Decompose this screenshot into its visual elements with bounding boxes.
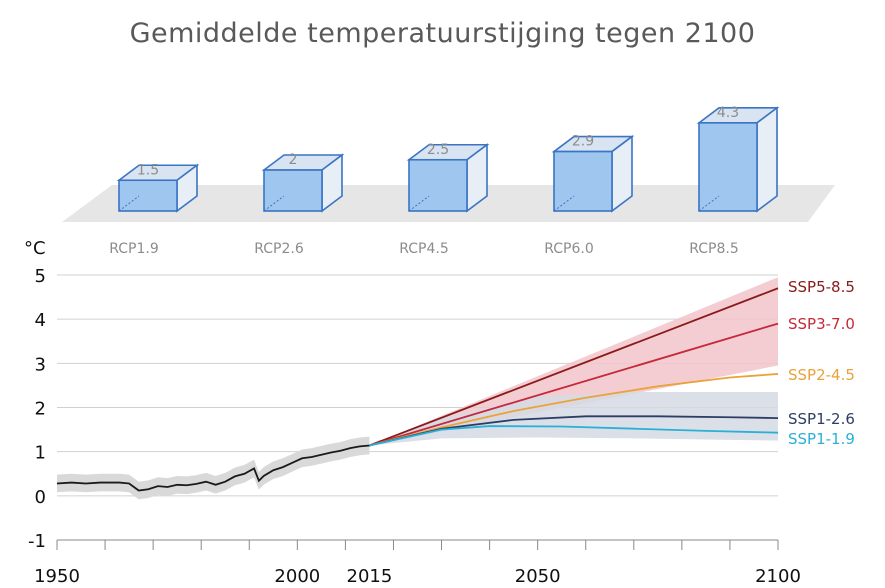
scenario-label: SSP1-1.9 bbox=[788, 430, 855, 448]
box-value-label: 2 bbox=[289, 152, 298, 168]
box-front bbox=[698, 122, 758, 212]
box-front bbox=[118, 179, 178, 212]
y-axis-label: °C bbox=[24, 238, 46, 259]
y-tick-label: 0 bbox=[35, 487, 46, 508]
box-hidden-edge bbox=[263, 195, 285, 212]
box-front bbox=[553, 150, 613, 212]
y-tick-label: 5 bbox=[35, 266, 46, 287]
category-label: RCP2.6 bbox=[254, 241, 304, 257]
historical-band bbox=[57, 436, 370, 500]
y-tick-label: 2 bbox=[35, 399, 46, 420]
y-tick-label: 4 bbox=[35, 310, 46, 331]
box-value-label: 1.5 bbox=[137, 162, 159, 178]
category-label: RCP8.5 bbox=[689, 241, 739, 257]
box-RCP6.0 bbox=[551, 134, 635, 213]
box-hidden-edge bbox=[698, 195, 720, 212]
x-tick-label: 2050 bbox=[515, 566, 561, 587]
scenario-line bbox=[369, 287, 779, 447]
x-tick-label: 2015 bbox=[347, 566, 393, 587]
box-front bbox=[408, 158, 468, 212]
box-value-label: 4.3 bbox=[717, 105, 739, 121]
uncertainty-band bbox=[369, 392, 778, 446]
box-RCP1.9 bbox=[116, 163, 200, 213]
box-hidden-edge bbox=[553, 195, 575, 212]
box-hidden-edge bbox=[408, 195, 430, 212]
scenario-label: SSP1-2.6 bbox=[788, 410, 855, 428]
category-label: RCP6.0 bbox=[544, 241, 594, 257]
y-tick-label: 3 bbox=[35, 354, 46, 375]
scenario-label: SSP5-8.5 bbox=[788, 278, 855, 296]
category-label: RCP1.9 bbox=[109, 241, 159, 257]
box-front bbox=[263, 169, 323, 212]
box-hidden-edge bbox=[118, 195, 140, 212]
x-tick-label: 2100 bbox=[755, 566, 801, 587]
x-tick-label: 2000 bbox=[274, 566, 320, 587]
box-value-label: 2.9 bbox=[572, 134, 594, 150]
scenario-label: SSP3-7.0 bbox=[788, 315, 855, 333]
category-label: RCP4.5 bbox=[399, 241, 449, 257]
box-RCP4.5 bbox=[406, 143, 490, 213]
y-tick-label: -1 bbox=[28, 531, 46, 552]
box-side bbox=[756, 106, 778, 213]
box-RCP2.6 bbox=[261, 153, 345, 213]
scenario-line bbox=[369, 322, 779, 447]
scenario-label: SSP2-4.5 bbox=[788, 366, 855, 384]
box-RCP8.5 bbox=[696, 106, 780, 213]
chart-title: Gemiddelde temperatuurstijging tegen 210… bbox=[129, 18, 756, 49]
historical-line bbox=[56, 444, 370, 492]
uncertainty-band bbox=[369, 277, 778, 446]
box-value-label: 2.5 bbox=[427, 142, 449, 158]
scenario-line bbox=[369, 373, 779, 447]
y-tick-label: 1 bbox=[35, 443, 46, 464]
scenario-line bbox=[369, 425, 779, 447]
x-tick-label: 1950 bbox=[34, 566, 80, 587]
